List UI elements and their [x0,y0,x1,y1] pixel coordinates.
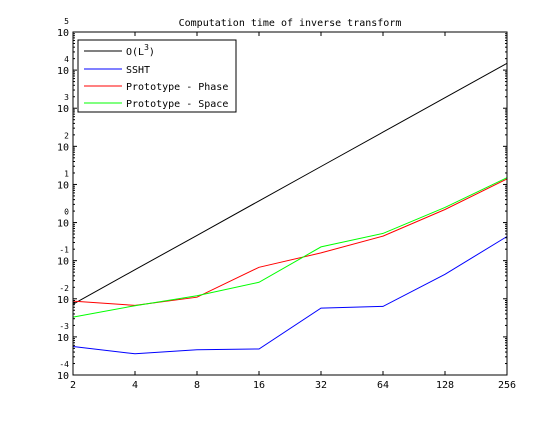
x-tick-label: 128 [436,380,454,391]
y-tick-label-exp: 1 [64,169,69,178]
y-tick-label-base: 10 [57,219,69,230]
y-tick-label-exp: -4 [59,360,69,369]
y-tick-label-base: 10 [57,142,69,153]
x-tick-label: 2 [70,380,76,391]
x-axis: 2 4 8 16 32 64 128 256 [70,32,516,391]
y-axis: 10 -4 10 -3 10 -2 10 -1 10 0 10 1 10 2 10 3 10 4 10 5 [57,17,507,382]
y-tick-label-exp: -2 [59,284,69,293]
y-tick-label-base: 10 [57,333,69,344]
x-tick-label: 32 [315,380,327,391]
legend-label-2: Prototype - Phase [126,82,228,93]
legend-label-1: SSHT [126,65,150,76]
y-tick-label-exp: 3 [64,93,69,102]
x-tick-label: 16 [253,380,265,391]
y-tick-label-exp: 4 [64,55,69,64]
legend-label-0: O(L3) [126,43,155,58]
legend: O(L3) SSHT Prototype - Phase Prototype - Sp… [77,39,237,113]
axes-box [72,31,508,376]
y-tick-label-base: 10 [57,257,69,268]
y-tick-label-exp: 5 [64,17,69,26]
legend-items: O(L3) SSHT Prototype - Phase Prototype - Sp… [84,43,228,110]
series-layer [72,62,508,355]
chart-title: Computation time of inverse transform [179,18,402,29]
y-tick-label-exp: -3 [59,322,69,331]
series-line-0 [72,62,508,305]
y-tick-label-exp: -1 [59,246,69,255]
y-tick-label-base: 10 [57,180,69,191]
x-tick-label: 64 [377,380,389,391]
y-tick-label-base: 10 [57,66,69,77]
y-tick-label-base: 10 [57,104,69,115]
y-tick-label-base: 10 [57,28,69,39]
y-tick-label-exp: 2 [64,131,69,140]
series-line-3 [72,177,508,318]
y-tick-label-exp: 0 [64,208,69,217]
legend-label-3: Prototype - Space [126,99,228,110]
x-tick-label: 8 [194,380,200,391]
x-tick-label: 256 [498,380,516,391]
series-line-1 [72,236,508,355]
y-tick-label-base: 10 [57,295,69,306]
legend-box [77,39,237,113]
x-tick-label: 4 [132,380,138,391]
y-tick-label-base: 10 [57,371,69,382]
